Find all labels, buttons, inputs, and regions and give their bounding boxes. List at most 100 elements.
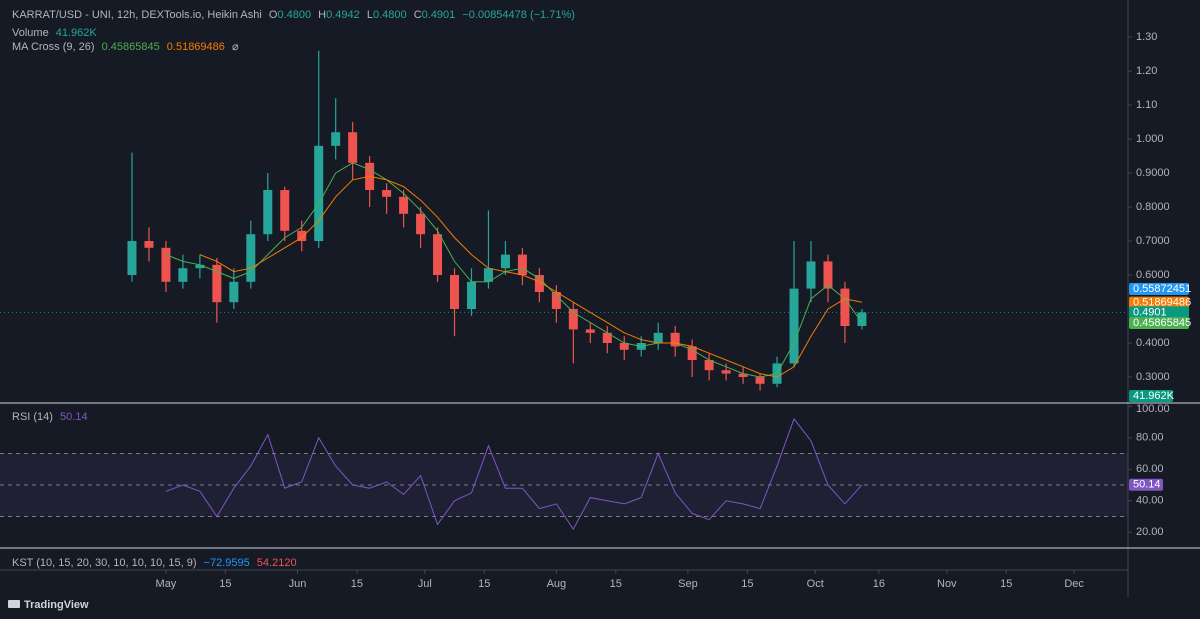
rsi-value-label: 50.14: [1133, 479, 1161, 491]
rsi-value-box: [1129, 478, 1163, 491]
brand-logo: [8, 600, 20, 608]
candle-body: [433, 234, 443, 276]
ma-line: [165, 162, 863, 378]
y-tick-label: 0.3000: [1136, 371, 1170, 383]
ohlc-key: L: [366, 9, 373, 21]
ma-value: 0.51869486: [166, 41, 225, 53]
x-tick-label: 15: [478, 578, 490, 590]
x-tick-label: 15: [1000, 578, 1012, 590]
y-tick-label: 1.20: [1136, 65, 1157, 77]
candle-body: [823, 261, 833, 289]
candle-body: [450, 275, 460, 310]
price-label: 0.45865845: [1133, 317, 1191, 329]
candle-body: [161, 247, 171, 282]
ma-value: 0.45865845: [101, 41, 160, 53]
candle-body: [585, 329, 595, 333]
rsi-value: 50.14: [60, 411, 88, 423]
candle-body: [416, 213, 426, 235]
candle-body: [857, 312, 867, 327]
rsi-line: [165, 417, 863, 531]
x-tick-label: 15: [610, 578, 622, 590]
candle-body: [483, 268, 493, 282]
y-tick-label: 1.000: [1136, 133, 1164, 145]
brand: TradingView: [8, 599, 89, 611]
x-tick-label: 16: [873, 578, 885, 590]
candle-body: [517, 254, 527, 276]
volume-legend: Volume 41.962K: [12, 27, 101, 39]
candle-body: [466, 281, 476, 310]
x-tick-label: May: [156, 578, 177, 590]
candle-body: [399, 196, 409, 214]
price-label: 0.51869486: [1133, 297, 1191, 309]
rsi-legend: RSI (14) 50.14: [12, 411, 92, 423]
x-tick-label: Dec: [1064, 578, 1084, 590]
kst-value: −72.9595: [203, 557, 250, 569]
candle-body: [280, 190, 290, 231]
candle-body: [653, 332, 663, 344]
x-tick-label: Jul: [418, 578, 432, 590]
kst-value: 54.2120: [256, 557, 297, 569]
ma-legend: MA Cross (9, 26) 0.45865845 0.51869486 ⌀: [12, 40, 243, 53]
candle-body: [670, 332, 680, 347]
candle-body: [738, 373, 748, 377]
ma-line: [199, 175, 862, 378]
rsi-y-tick-label: 20.00: [1136, 526, 1164, 538]
price-label: 0.4901: [1133, 306, 1167, 318]
candle-body: [602, 332, 612, 344]
candle-body: [789, 288, 799, 364]
candle-body: [263, 190, 273, 235]
x-tick-label: Oct: [807, 578, 824, 590]
candle-body: [144, 241, 154, 248]
candle-body: [212, 264, 222, 303]
rsi-y-tick-label: 40.00: [1136, 495, 1164, 507]
candle-body: [721, 370, 731, 374]
ohlc-key: O: [268, 9, 278, 21]
y-tick-label: 1.30: [1136, 31, 1157, 43]
volume-title: Volume: [12, 27, 49, 39]
x-tick-label: Jun: [289, 578, 307, 590]
candle-body: [297, 230, 307, 242]
ohlc-value: 0.4800: [372, 9, 407, 21]
candle-body: [840, 288, 850, 327]
rsi-title: RSI (14): [12, 411, 53, 423]
brand-name: TradingView: [24, 599, 89, 611]
price-label-box: [1129, 306, 1189, 319]
volume-label-box: [1129, 390, 1173, 402]
header-legend: KARRAT/USD - UNI, 12h, DEXTools.io, Heik…: [12, 9, 579, 21]
x-tick-label: 15: [741, 578, 753, 590]
ma-title: MA Cross (9, 26): [12, 41, 95, 53]
price-label-box: [1129, 317, 1189, 330]
change: −0.00854478 (−1.71%): [462, 9, 575, 21]
price-label-box: [1129, 296, 1189, 309]
candle-body: [704, 359, 714, 371]
candle-body: [229, 281, 239, 303]
y-tick-label: 0.8000: [1136, 201, 1170, 213]
rsi-band: [0, 453, 1128, 517]
symbol-title: KARRAT/USD - UNI, 12h, DEXTools.io, Heik…: [12, 9, 262, 21]
candle-body: [568, 309, 578, 330]
candle-body: [500, 254, 510, 269]
volume-label: 41.962K: [1133, 390, 1175, 402]
price-label: 0.55872451: [1133, 283, 1191, 295]
candle-body: [534, 275, 544, 293]
ohlc-value: 0.4800: [277, 9, 312, 21]
volume-value: 41.962K: [55, 27, 97, 39]
ma-symbol: ⌀: [231, 41, 239, 53]
candle-body: [382, 190, 392, 197]
y-tick-label: 0.7000: [1136, 235, 1170, 247]
rsi-y-tick-label: 100.00: [1136, 403, 1170, 415]
kst-legend: KST (10, 15, 20, 30, 10, 10, 10, 15, 9) …: [12, 557, 301, 569]
candle-body: [755, 376, 765, 384]
ohlc-value: 0.4942: [326, 9, 360, 21]
x-tick-label: Aug: [547, 578, 567, 590]
candle-body: [806, 261, 816, 289]
candle-body: [314, 145, 324, 242]
rsi-y-tick-label: 80.00: [1136, 432, 1164, 444]
candle-body: [348, 132, 358, 163]
candle-body: [619, 343, 629, 350]
candle-body: [178, 268, 188, 282]
x-tick-label: Nov: [937, 578, 957, 590]
ohlc-key: H: [318, 9, 327, 21]
y-tick-label: 1.10: [1136, 99, 1157, 111]
